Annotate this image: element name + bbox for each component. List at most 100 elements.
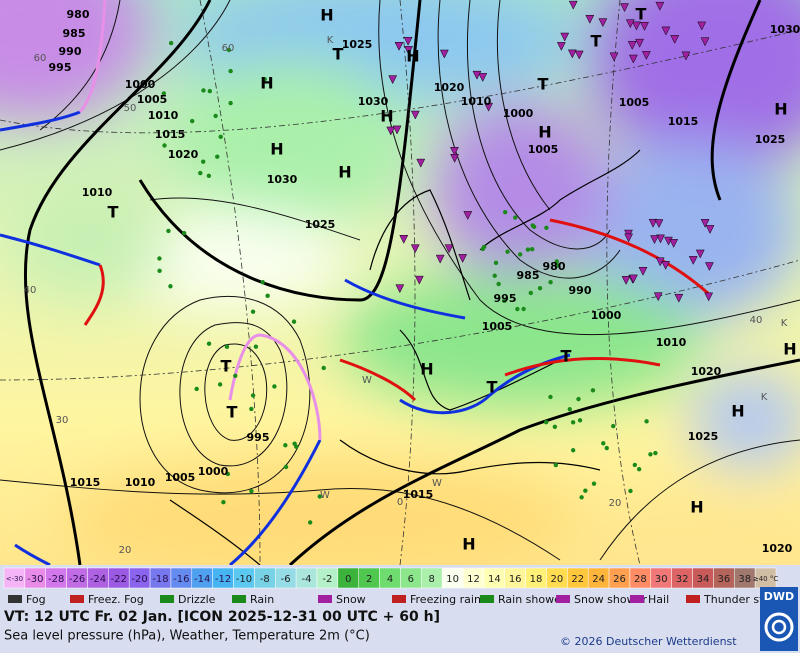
pressure-center: H bbox=[462, 535, 475, 554]
isobar-label: 1000 bbox=[198, 465, 229, 478]
isobar-label: 990 bbox=[59, 45, 82, 58]
snow-symbol bbox=[681, 51, 691, 61]
rain-symbol bbox=[228, 100, 233, 106]
scale-label: -8 bbox=[260, 574, 270, 585]
isobar-label: 1030 bbox=[770, 23, 800, 36]
rain-symbol bbox=[162, 143, 167, 148]
rain-symbol bbox=[493, 260, 499, 265]
rain-symbol bbox=[611, 423, 616, 429]
rain-symbol bbox=[544, 225, 549, 231]
pressure-center: T bbox=[561, 347, 572, 366]
snow-symbol bbox=[635, 38, 645, 48]
scale-label: -10 bbox=[236, 574, 252, 585]
rain-symbol bbox=[583, 488, 588, 493]
rain-symbol bbox=[590, 388, 596, 393]
rain-symbol bbox=[570, 448, 576, 453]
rain-symbol bbox=[161, 91, 167, 96]
snow-symbol bbox=[670, 35, 680, 44]
pressure-center: H bbox=[420, 360, 433, 379]
rain-symbol bbox=[543, 420, 549, 425]
snow-symbol bbox=[621, 276, 631, 285]
snow-symbol bbox=[568, 0, 578, 10]
snow-symbol bbox=[560, 32, 570, 42]
pressure-center: H bbox=[538, 123, 551, 142]
isobar-label: 1005 bbox=[137, 93, 168, 106]
pressure-center: H bbox=[731, 402, 744, 421]
scale-label: 24 bbox=[592, 574, 605, 585]
weather-label: Rain bbox=[250, 593, 274, 606]
snow-symbol bbox=[641, 51, 651, 60]
rain-symbol bbox=[157, 268, 162, 274]
map-labels: 9809859909951000100510101015102010101030… bbox=[24, 5, 800, 557]
rain-symbol bbox=[570, 420, 576, 425]
snow-symbol bbox=[585, 14, 595, 24]
snow-symbol bbox=[414, 275, 424, 285]
snow-symbol bbox=[435, 254, 445, 264]
rain-symbol bbox=[632, 462, 638, 468]
snow-symbol bbox=[628, 54, 638, 64]
snow-symbol bbox=[609, 52, 619, 62]
rain-symbol bbox=[265, 293, 270, 298]
rain-symbol bbox=[644, 419, 649, 424]
weather-label: Drizzle bbox=[178, 593, 216, 606]
rain-symbol bbox=[502, 298, 507, 303]
snow-symbol bbox=[627, 41, 637, 50]
weather-label: Rain shower bbox=[498, 593, 566, 606]
logo-swirl bbox=[764, 612, 794, 642]
rain-symbol bbox=[233, 373, 238, 378]
snow-symbol bbox=[410, 244, 420, 254]
scale-label: ≥40 °C bbox=[753, 575, 778, 583]
snow-symbol bbox=[386, 126, 396, 136]
temperature-label: 60 bbox=[222, 43, 235, 54]
scale-label: -12 bbox=[215, 574, 231, 585]
isobar-label: 1015 bbox=[70, 476, 101, 489]
rain-symbol bbox=[190, 118, 195, 124]
snow-symbol bbox=[403, 36, 413, 46]
weather-legend: Fog Freez. Fog Drizzle Rain Snow Freezing rai… bbox=[8, 593, 785, 606]
scale-label: <-30 bbox=[6, 575, 23, 583]
isobar-label: 1010 bbox=[461, 95, 492, 108]
weather-label: Hail bbox=[648, 593, 669, 606]
snow-symbol bbox=[574, 50, 584, 60]
snow-symbol bbox=[655, 1, 665, 11]
snow-symbol bbox=[404, 46, 413, 55]
snow-symbol bbox=[388, 75, 398, 85]
weather-icon bbox=[686, 595, 700, 603]
pressure-center: T bbox=[636, 5, 647, 24]
rain-symbol bbox=[321, 365, 326, 371]
rain-symbol bbox=[502, 209, 508, 215]
pressure-center: H bbox=[260, 74, 273, 93]
scale-label: 32 bbox=[676, 574, 689, 585]
pressure-center: T bbox=[538, 75, 549, 94]
snow-symbol bbox=[394, 42, 404, 51]
snow-symbol bbox=[697, 21, 707, 31]
snow-symbol bbox=[640, 22, 649, 31]
weather-icon bbox=[392, 595, 406, 603]
rain-symbol bbox=[579, 495, 584, 500]
temperature-field bbox=[0, 0, 800, 565]
temperature-label: 50 bbox=[124, 103, 137, 114]
snow-symbol bbox=[556, 42, 566, 51]
rain-symbol bbox=[262, 76, 267, 82]
snow-symbol bbox=[700, 37, 710, 47]
isobar-label: 980 bbox=[67, 8, 90, 21]
snow-symbol bbox=[567, 49, 577, 59]
rain-symbol bbox=[168, 40, 174, 46]
snow-symbol bbox=[654, 219, 664, 229]
pressure-center: H bbox=[270, 140, 283, 159]
scale-label: -26 bbox=[69, 574, 85, 585]
weather-label: Snow bbox=[336, 593, 366, 606]
weather-icon bbox=[70, 595, 84, 603]
temperature-label: 0 bbox=[397, 497, 403, 508]
scale-label: -2 bbox=[322, 574, 332, 585]
scale-label: 20 bbox=[551, 574, 564, 585]
isobar-label: 990 bbox=[569, 284, 592, 297]
weather-label: Snow shower bbox=[574, 593, 647, 606]
rain-symbol bbox=[194, 386, 199, 392]
snow-symbol bbox=[458, 254, 468, 263]
temperature-label: K bbox=[761, 392, 768, 403]
isobar-label: 1000 bbox=[591, 309, 622, 322]
rain-symbol bbox=[601, 441, 606, 446]
isobar-label: 980 bbox=[543, 260, 566, 273]
rain-symbol bbox=[168, 284, 173, 289]
